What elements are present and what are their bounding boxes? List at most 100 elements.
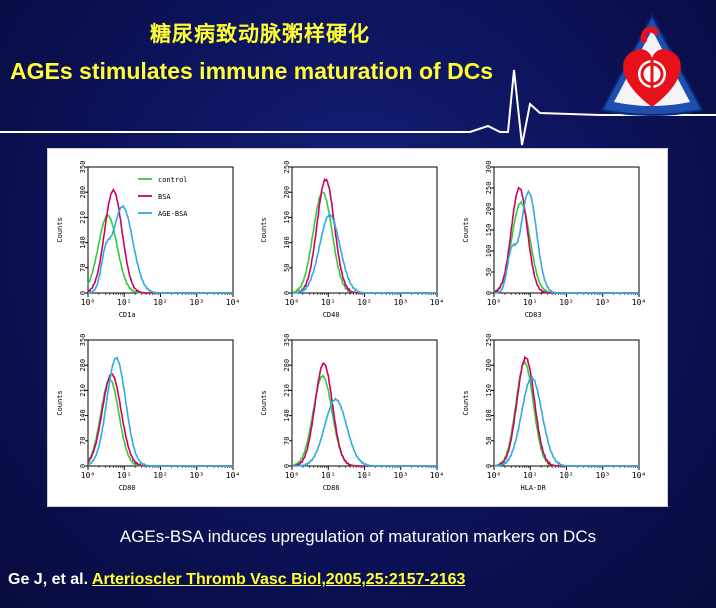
histogram-cd83: 0 50 100 150 200 250 300 Counts 10⁰ 10¹ 10² 10³ 10⁴ C… <box>456 161 651 323</box>
x-tick-label: 10¹ <box>117 471 131 480</box>
x-tick-label: 10³ <box>596 471 610 480</box>
x-tick-label: 10⁰ <box>487 298 501 307</box>
plot-frame <box>87 166 234 294</box>
heart-logo-icon <box>600 13 704 116</box>
series-line-control <box>291 374 437 467</box>
y-tick-label: 0 <box>79 464 87 468</box>
y-axis-label: Counts <box>260 217 268 242</box>
x-tick-label: 10¹ <box>523 471 537 480</box>
y-axis-label: Counts <box>56 217 64 242</box>
x-axis-marker-label: CD40 <box>323 311 340 319</box>
y-tick-label: 250 <box>283 161 291 173</box>
x-axis-marker-label: CD80 <box>119 484 136 492</box>
y-axis-label: Counts <box>260 390 268 415</box>
y-tick-label: 50 <box>485 437 493 445</box>
series-line-control <box>87 377 233 467</box>
histogram-svg: 0 70 140 210 280 350 Counts 10⁰ 10¹ 10² 10³ 10⁴ CD86 <box>260 334 444 492</box>
y-tick-label: 70 <box>283 437 291 445</box>
x-tick-label: 10³ <box>394 298 408 307</box>
reference-journal-link[interactable]: Arterioscler Thromb Vasc Biol,2005,25:21… <box>91 571 466 588</box>
series-line-control <box>87 214 233 294</box>
y-tick-label: 200 <box>485 203 493 216</box>
y-tick-label: 300 <box>485 161 493 173</box>
y-tick-label: 210 <box>283 384 291 397</box>
y-tick-label: 350 <box>79 161 87 173</box>
x-tick-label: 10⁰ <box>285 471 299 480</box>
histogram-svg: 0 70 140 210 280 350 Counts 10⁰ 10¹ 10² 10³ 10⁴ CD1a… <box>56 161 240 319</box>
x-tick-label: 10² <box>559 298 573 307</box>
y-tick-label: 0 <box>79 291 87 295</box>
y-tick-label: 100 <box>485 409 493 422</box>
x-axis-marker-label: CD83 <box>525 311 542 319</box>
y-tick-label: 210 <box>79 211 87 224</box>
y-axis-label: Counts <box>56 390 64 415</box>
histogram-cd86: 0 70 140 210 280 350 Counts 10⁰ 10¹ 10² 10³ 10⁴ CD86 <box>254 334 449 496</box>
series-line-age-bsa <box>87 204 233 294</box>
slide-caption: AGEs-BSA induces upregulation of maturat… <box>119 527 597 546</box>
y-tick-label: 0 <box>485 464 493 468</box>
x-tick-label: 10² <box>153 471 167 480</box>
y-tick-label: 100 <box>485 245 493 258</box>
y-tick-label: 140 <box>79 409 87 422</box>
y-tick-label: 0 <box>283 291 291 295</box>
y-tick-label: 210 <box>79 384 87 397</box>
legend-label: BSA <box>158 193 171 201</box>
series-line-age-bsa <box>87 356 233 467</box>
histogram-svg: 0 50 100 150 200 250 Counts 10⁰ 10¹ 10² 10³ 10⁴ HLA-… <box>462 334 646 492</box>
y-tick-label: 0 <box>283 464 291 468</box>
y-tick-label: 250 <box>485 334 493 346</box>
x-tick-label: 10³ <box>190 298 204 307</box>
x-tick-label: 10² <box>357 471 371 480</box>
slide-title-english: AGEs stimulates immune maturation of DCs <box>10 58 494 84</box>
y-tick-label: 250 <box>485 182 493 195</box>
series-line-age-bsa <box>292 212 437 294</box>
y-tick-label: 150 <box>485 384 493 397</box>
histogram-svg: 0 70 140 210 280 350 Counts 10⁰ 10¹ 10² 10³ 10⁴ CD80 <box>56 334 240 492</box>
x-tick-label: 10⁰ <box>81 298 95 307</box>
y-tick-label: 140 <box>79 236 87 249</box>
x-tick-label: 10¹ <box>321 471 335 480</box>
series-line-bsa <box>87 373 233 467</box>
x-tick-label: 10² <box>357 298 371 307</box>
series-line-bsa <box>493 186 639 294</box>
y-axis-label: Counts <box>462 390 470 415</box>
y-tick-label: 70 <box>79 264 87 272</box>
x-tick-label: 10⁴ <box>226 298 240 307</box>
reference-line: Ge J, et al. Arterioscler Thromb Vasc Bi… <box>8 571 465 589</box>
y-tick-label: 0 <box>485 291 493 295</box>
series-line-bsa <box>87 187 233 294</box>
x-tick-label: 10³ <box>190 471 204 480</box>
y-tick-label: 280 <box>79 359 87 372</box>
series-line-age-bsa <box>494 189 639 294</box>
y-tick-label: 100 <box>283 236 291 249</box>
x-tick-label: 10² <box>559 471 573 480</box>
chart-panel: 0 70 140 210 280 350 Counts 10⁰ 10¹ 10² 10³ 10⁴ CD1a… <box>47 148 668 507</box>
x-tick-label: 10¹ <box>321 298 335 307</box>
x-tick-label: 10² <box>153 298 167 307</box>
reference-authors: Ge J, et al. <box>8 571 89 588</box>
histogram-hla-dr: 0 50 100 150 200 250 Counts 10⁰ 10¹ 10² 10³ 10⁴ HLA-… <box>456 334 651 496</box>
plot-frame <box>493 166 640 294</box>
slide-title-chinese: 糖尿病致动脉粥样硬化 <box>150 22 370 46</box>
x-tick-label: 10³ <box>596 298 610 307</box>
y-tick-label: 140 <box>283 409 291 422</box>
y-tick-label: 70 <box>79 437 87 445</box>
y-tick-label: 150 <box>485 224 493 237</box>
series-line-bsa <box>292 177 437 294</box>
x-tick-label: 10¹ <box>523 298 537 307</box>
y-tick-label: 200 <box>485 359 493 372</box>
y-tick-label: 50 <box>283 264 291 272</box>
x-tick-label: 10⁴ <box>226 471 240 480</box>
y-tick-label: 280 <box>79 186 87 199</box>
x-axis-marker-label: HLA-DR <box>521 484 547 492</box>
series-line-age-bsa <box>494 375 639 467</box>
series-line-control <box>493 200 639 294</box>
histogram-cd40: 0 50 100 150 200 250 Counts 10⁰ 10¹ 10² 10³ 10⁴ CD40 <box>254 161 449 323</box>
histogram-cd1a: 0 70 140 210 280 350 Counts 10⁰ 10¹ 10² 10³ 10⁴ CD1a… <box>50 161 245 323</box>
x-tick-label: 10⁰ <box>487 471 501 480</box>
histogram-svg: 0 50 100 150 200 250 Counts 10⁰ 10¹ 10² 10³ 10⁴ CD40 <box>260 161 444 319</box>
series-line-age-bsa <box>292 397 437 467</box>
plot-frame <box>87 339 234 467</box>
x-axis-marker-label: CD1a <box>119 311 136 319</box>
x-tick-label: 10³ <box>394 471 408 480</box>
